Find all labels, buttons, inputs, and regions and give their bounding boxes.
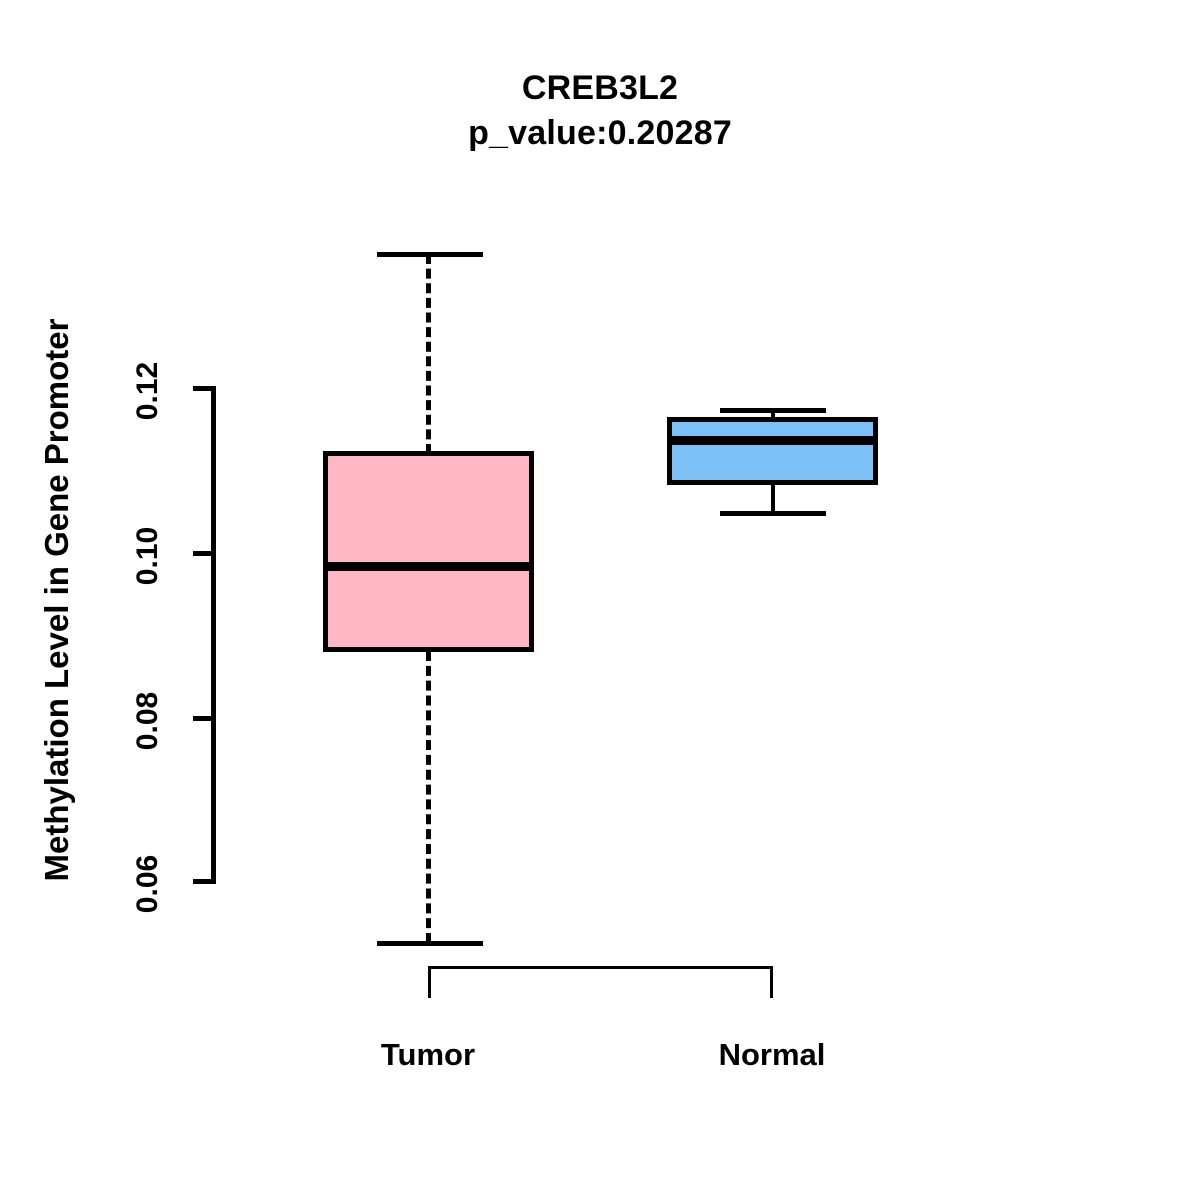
y-axis-tick-label-0: 0.12 xyxy=(131,361,164,421)
p-value-subtitle: p_value:0.20287 xyxy=(468,114,732,152)
y-axis-tick-0.08 xyxy=(193,716,216,721)
y-axis-line xyxy=(211,386,216,882)
y-axis-label: Methylation Level in Gene Promoter xyxy=(38,318,75,882)
tumor-upper-whisker-line xyxy=(426,254,431,454)
x-axis-bracket-tick-tumor xyxy=(428,966,431,998)
x-axis-label-tumor: Tumor xyxy=(380,1037,476,1072)
normal-lower-whisker-line xyxy=(771,485,775,513)
y-axis-tick-0.10 xyxy=(193,551,216,556)
normal-lower-whisker-cap xyxy=(720,511,826,516)
y-axis-tick-0.06 xyxy=(193,879,216,884)
y-axis-tick-label-2: 0.08 xyxy=(131,691,164,751)
x-axis-bracket xyxy=(428,966,773,969)
y-axis-tick-0.12 xyxy=(193,386,216,391)
normal-median-line xyxy=(667,436,878,445)
page-title: CREB3L2 xyxy=(521,69,679,107)
y-axis-tick-label-3: 0.06 xyxy=(131,854,164,914)
tumor-lower-whisker-cap xyxy=(377,941,483,946)
normal-box xyxy=(667,417,878,485)
tumor-median-line xyxy=(323,562,534,571)
title-block: CREB3L2 p_value:0.20287 xyxy=(0,66,1200,156)
tumor-lower-whisker-line xyxy=(426,651,431,943)
tumor-box xyxy=(323,451,534,652)
x-axis-label-normal: Normal xyxy=(718,1037,826,1072)
normal-upper-whisker-line xyxy=(771,408,775,420)
y-axis-tick-label-1: 0.10 xyxy=(131,526,164,586)
x-axis-bracket-tick-normal xyxy=(770,966,773,998)
